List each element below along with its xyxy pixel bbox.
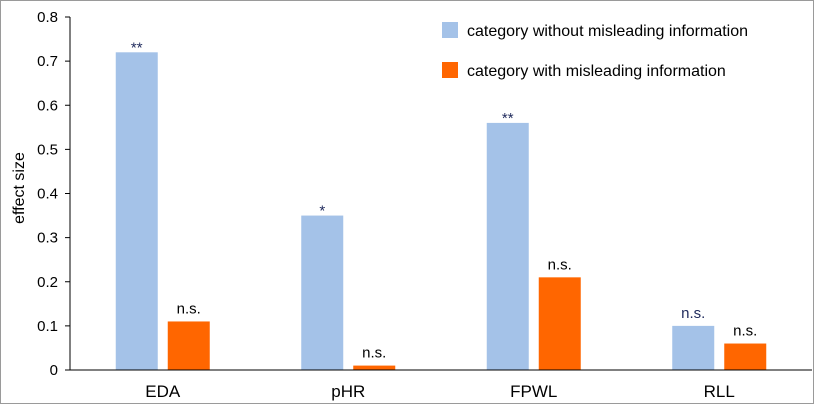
bar-eda-series-1 — [115, 52, 158, 371]
y-tick-label: 0.4 — [37, 186, 58, 203]
x-tick-label: RLL — [704, 382, 735, 401]
bar-fpwl-series-2 — [538, 277, 581, 370]
bar-annotation: ** — [131, 39, 143, 56]
bars — [115, 52, 767, 371]
x-tick-label: pHR — [331, 382, 365, 401]
y-tick-label: 0.5 — [37, 141, 58, 158]
bar-phr-series-2 — [353, 365, 396, 370]
x-axis-labels: EDA pHR FPWL RLL — [145, 382, 735, 401]
legend-swatch — [442, 22, 458, 38]
y-tick-label: 0.2 — [37, 274, 58, 291]
x-tick-label: EDA — [145, 382, 181, 401]
legend-label: category without misleading information — [467, 23, 748, 40]
bar-annotation: * — [319, 203, 325, 220]
bar-annotation: n.s. — [681, 305, 705, 322]
bar-eda-series-2 — [167, 321, 210, 370]
x-tick-label: FPWL — [510, 382, 557, 401]
y-tick-label: 0.3 — [37, 230, 58, 247]
legend-label: category with misleading information — [467, 63, 726, 80]
bar-annotation: n.s. — [733, 323, 757, 340]
y-tick-label: 0.6 — [37, 97, 58, 114]
legend: category without misleading information c… — [442, 22, 748, 80]
y-axis-label: effect size — [11, 152, 28, 224]
y-axis-ticks: 0 0.1 0.2 0.3 0.4 0.5 0.6 0.7 0.8 — [37, 9, 70, 379]
bar-annotations: ** n.s. * n.s. ** n.s. n.s. n.s. — [131, 39, 757, 361]
bar-annotation: n.s. — [548, 256, 572, 273]
bar-rll-series-2 — [724, 343, 767, 370]
bar-phr-series-1 — [301, 215, 344, 370]
bar-annotation: n.s. — [362, 345, 386, 362]
legend-swatch — [442, 62, 458, 78]
bar-annotation: ** — [502, 110, 514, 127]
y-tick-label: 0.8 — [37, 9, 58, 26]
bar-annotation: n.s. — [177, 300, 201, 317]
bar-rll-series-1 — [672, 325, 715, 370]
y-tick-label: 0.7 — [37, 53, 58, 70]
y-tick-label: 0.1 — [37, 318, 58, 335]
bar-fpwl-series-1 — [486, 122, 529, 371]
y-tick-label: 0 — [50, 362, 58, 379]
